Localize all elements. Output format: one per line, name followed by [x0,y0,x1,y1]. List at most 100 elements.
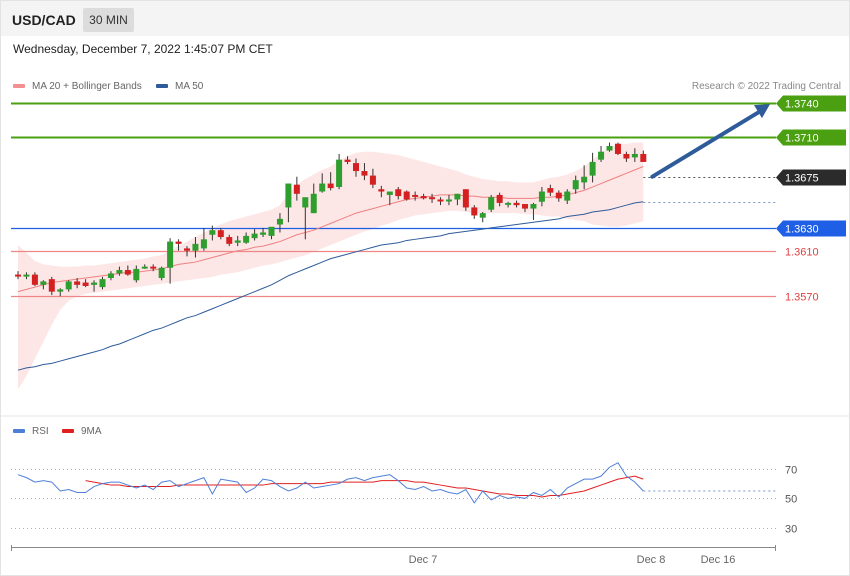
candle-body [260,232,267,235]
candle-body [243,235,250,243]
candle-body [572,180,579,190]
candle-body [505,202,512,205]
legend-ma50: MA 50 [156,81,203,92]
candle-body [200,239,207,249]
candle-body [631,153,638,158]
candle-body [445,199,452,202]
candle-body [547,188,554,193]
candle-body [538,191,545,202]
candle-body [234,240,241,243]
candle-body [48,279,55,292]
candle-body [192,243,199,251]
legend-rsi-swatch [13,429,25,434]
candle-body [488,197,495,210]
candle-body [209,230,216,235]
level-tag [776,169,846,186]
candle-body [429,197,436,200]
candle-body [336,159,343,187]
candle-body [23,274,30,277]
x-tick-label: Dec 16 [701,554,736,566]
candle-body [82,282,89,286]
candle-body [65,281,72,290]
candle-body [513,202,520,206]
timeframe-button[interactable]: 30 MIN [83,8,134,32]
candle-body [293,184,300,194]
candle-body [150,266,157,269]
candle-body [353,163,359,172]
candle-body [403,191,410,200]
candle-body [369,175,376,185]
candle-body [589,161,596,176]
candle-body [614,143,621,154]
x-tick-label: Dec 7 [409,554,438,566]
legend-ma20: MA 20 + Bollinger Bands [13,81,142,92]
legend-ma50-label: MA 50 [175,81,204,92]
candle-body [91,282,98,285]
legend-rsi-label: RSI [32,426,49,437]
candle-body [285,183,292,208]
candle-body [479,213,486,218]
candle-body [40,281,47,285]
rsi-tick-label: 50 [785,494,797,506]
candle-body [99,279,106,288]
candle-body [437,199,444,202]
candle-body [454,193,461,200]
candle-body [555,192,562,199]
candle-body [276,218,283,225]
level-label: 1.3570 [785,292,819,304]
candle-body [522,204,528,209]
candle-body [564,191,571,201]
candle-body [15,274,21,277]
timestamp: Wednesday, December 7, 2022 1:45:07 PM C… [13,42,273,56]
candle-body [378,189,385,192]
candle-body [462,189,469,208]
projection-arrow [650,108,764,179]
legend-rsi: RSI [13,426,49,437]
level-tag [776,95,846,112]
candle-body [344,159,351,162]
candle-body [319,183,326,192]
candle-body [74,281,81,285]
candle-body [141,266,148,269]
level-label: 1.3740 [785,99,819,111]
candle-body [471,207,478,216]
research-credit: Research © 2022 Trading Central [691,81,841,92]
candle-body [133,268,140,281]
candle-body [598,151,605,160]
candle-body [420,196,427,199]
candle-body [640,153,647,162]
candle-body [302,197,309,208]
bollinger-band [18,142,644,390]
legend-9ma: 9MA [62,426,102,437]
level-label: 1.3710 [785,133,819,145]
candle-body [496,194,503,203]
candle-body [107,273,114,278]
candle-body [124,270,131,275]
legend-9ma-swatch [62,429,74,434]
x-tick-label: Dec 8 [637,554,666,566]
candle-body [116,270,123,274]
candle-body [386,191,393,195]
projection-arrowhead [754,104,770,119]
candle-body [217,230,224,238]
candle-body [226,237,233,244]
legend-ma50-swatch [156,84,168,89]
candles-group [15,142,647,297]
candle-body [251,233,258,239]
rsi-tick-label: 30 [785,524,797,536]
chart-header: USD/CAD 30 MIN [1,1,849,36]
level-tag [776,129,846,146]
candle-body [167,241,174,268]
level-label: 1.3675 [785,173,819,185]
candle-body [412,194,419,197]
candle-body [327,183,334,189]
candle-body [268,226,275,236]
candle-body [606,146,613,151]
candle-body [581,176,588,183]
level-label: 1.3610 [785,247,819,259]
level-tag [776,220,846,237]
candle-body [361,171,368,176]
legend-9ma-label: 9MA [81,426,102,437]
ma50-line [17,201,644,371]
